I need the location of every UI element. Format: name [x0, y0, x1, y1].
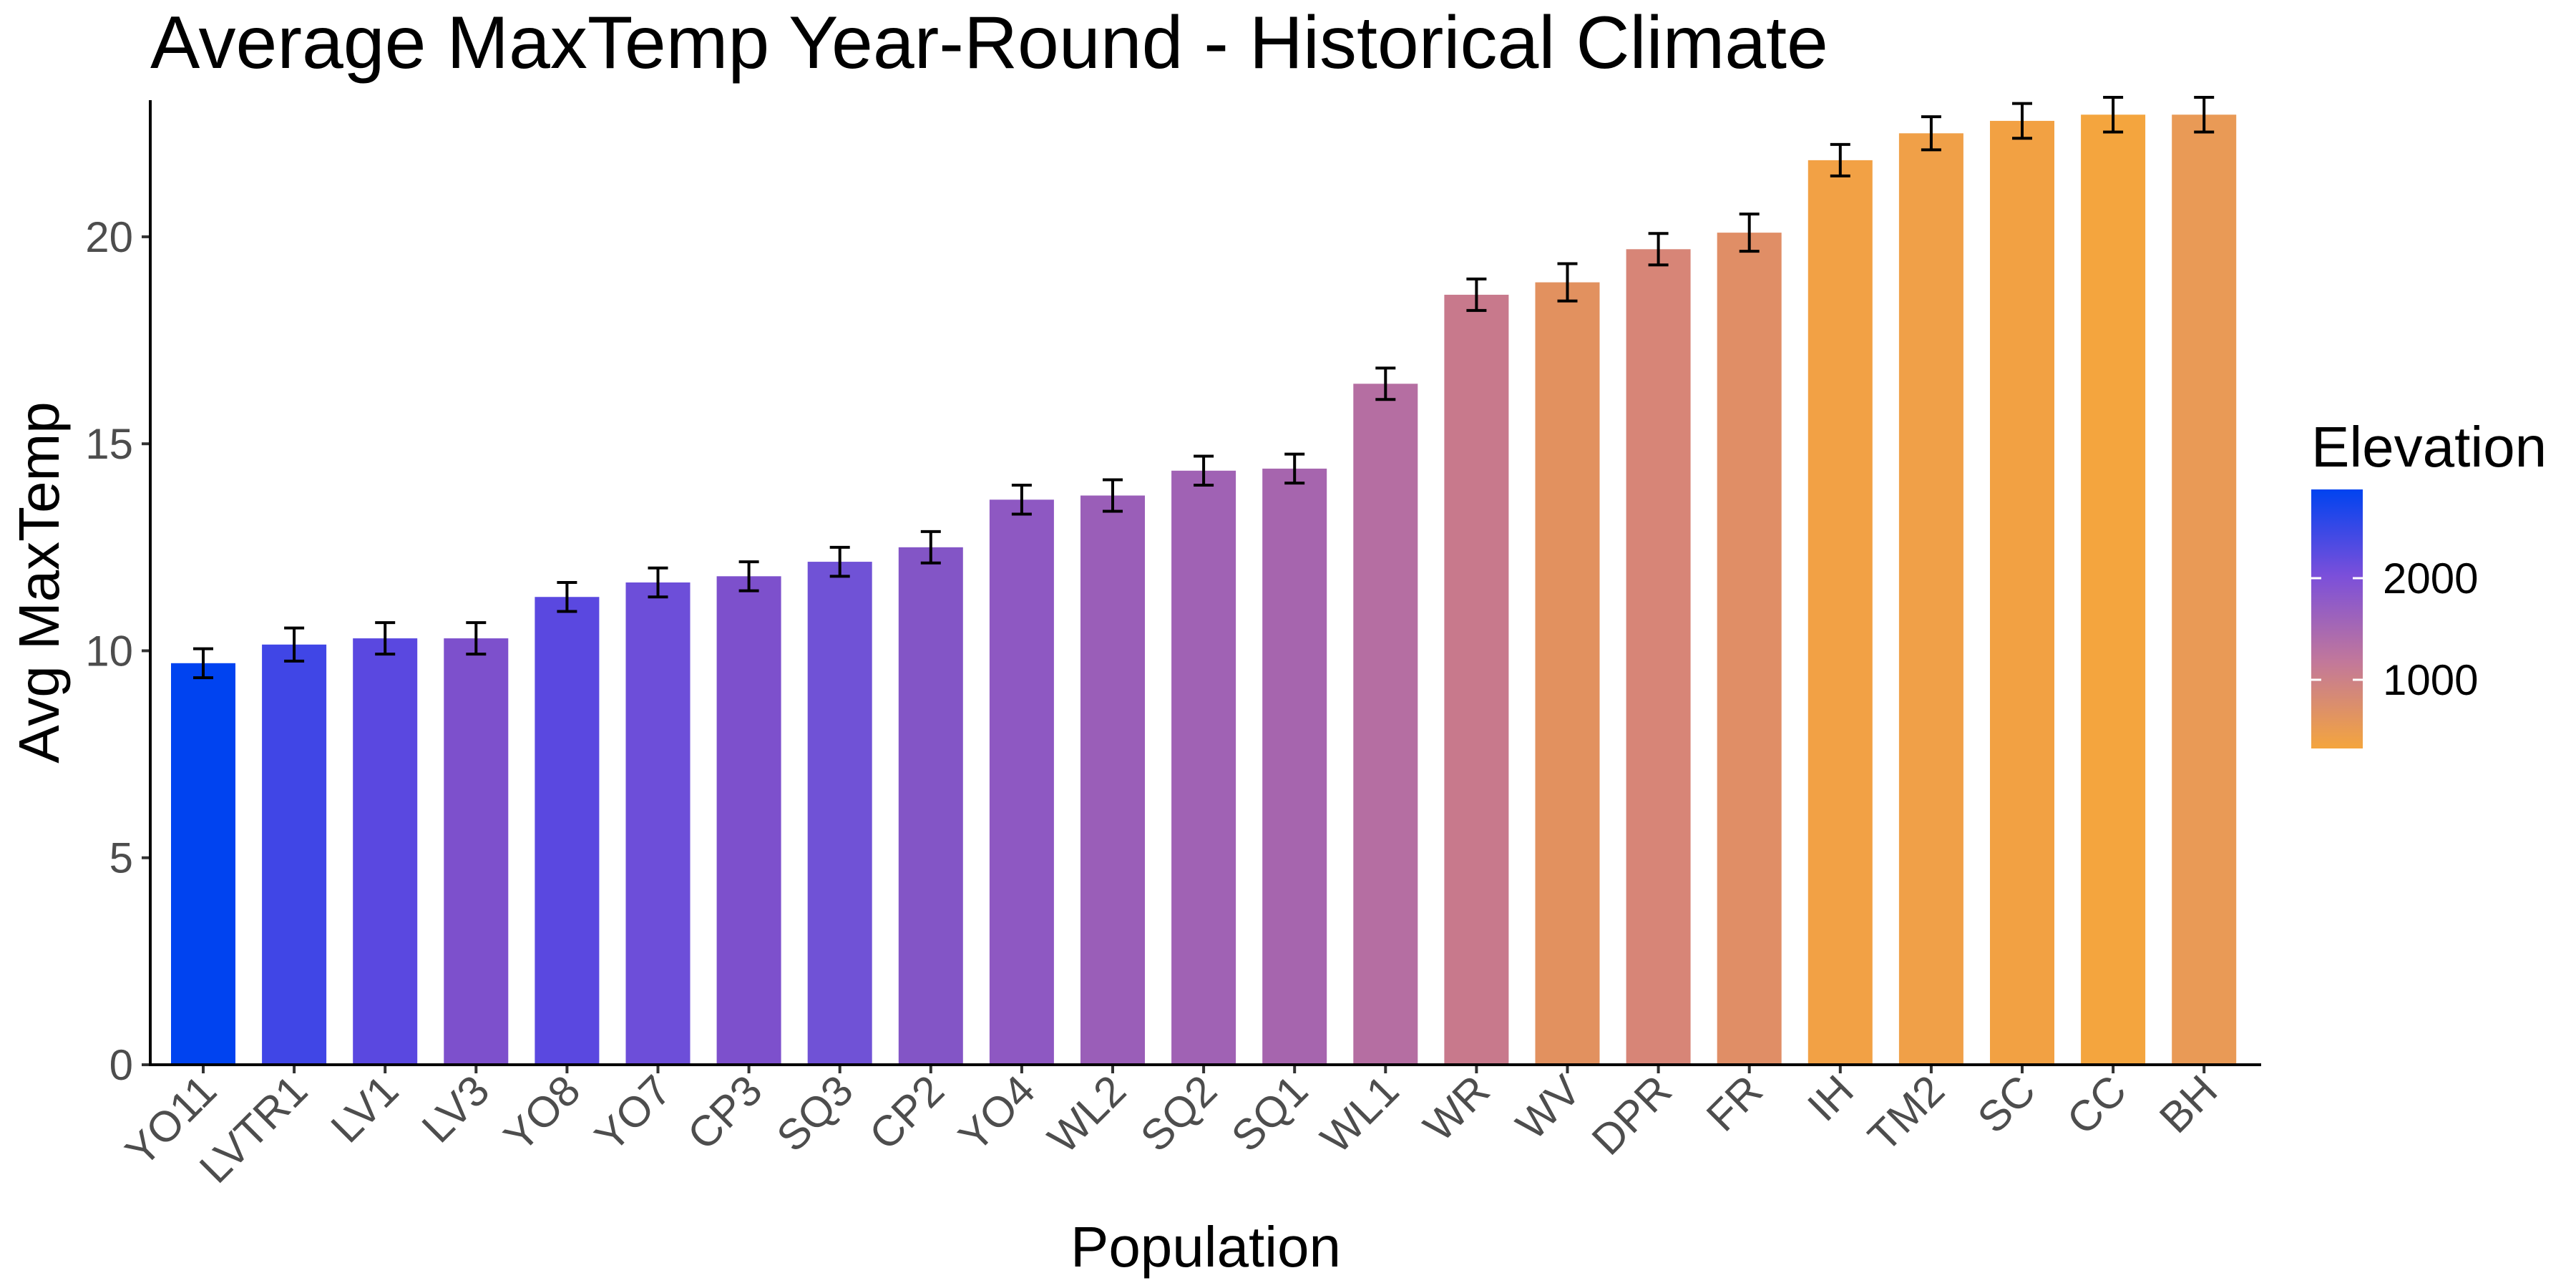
x-tick-label: CP3	[678, 1066, 771, 1159]
y-tick-label: 15	[85, 420, 133, 468]
bar	[444, 638, 509, 1065]
x-tick-label: LV1	[322, 1066, 408, 1152]
y-tick-label: 0	[109, 1041, 133, 1089]
x-tick-label: SQ1	[1222, 1066, 1317, 1161]
x-tick-label: TM2	[1859, 1066, 1953, 1161]
bar	[1535, 282, 1600, 1065]
bar	[1807, 160, 1873, 1065]
x-axis-title: Population	[1070, 1215, 1341, 1279]
x-tick-label: YO4	[950, 1066, 1044, 1161]
y-tick-label: 20	[85, 213, 133, 261]
bar	[262, 644, 327, 1065]
x-tick-label: WV	[1507, 1066, 1590, 1149]
legend-label: 1000	[2383, 656, 2478, 704]
x-tick-label: CC	[2058, 1066, 2136, 1144]
bar	[353, 638, 418, 1065]
y-tick-label: 5	[109, 834, 133, 882]
bar	[898, 547, 963, 1065]
chart-title: Average MaxTemp Year-Round - Historical …	[150, 1, 1828, 84]
x-tick-label: CP2	[860, 1066, 953, 1159]
x-tick-label: WR	[1415, 1066, 1499, 1151]
x-tick-label: YO7	[585, 1066, 680, 1161]
x-tick-label: BH	[2150, 1066, 2226, 1142]
x-tick-label: SC	[1968, 1066, 2044, 1142]
legend-colorbar	[2311, 489, 2363, 748]
x-tick-label: YO8	[494, 1066, 589, 1161]
bar	[1626, 249, 1691, 1065]
x-tick-label: WL1	[1312, 1066, 1408, 1163]
bar	[989, 499, 1054, 1065]
bar	[716, 576, 781, 1065]
bar	[2081, 114, 2146, 1065]
bar	[1898, 133, 1963, 1065]
bar	[1717, 233, 1782, 1065]
bar	[1262, 468, 1327, 1065]
bar	[1990, 120, 2054, 1065]
bar	[807, 562, 872, 1065]
bar	[1171, 470, 1236, 1065]
x-tick-label: DPR	[1583, 1066, 1681, 1164]
bar	[2172, 114, 2237, 1065]
x-tick-label: IH	[1798, 1066, 1863, 1131]
y-axis-title: Avg MaxTemp	[7, 401, 71, 763]
bar	[1080, 495, 1145, 1065]
x-tick-label: SQ2	[1131, 1066, 1226, 1161]
bar	[1353, 384, 1418, 1065]
y-tick-label: 10	[85, 627, 133, 675]
legend-label: 2000	[2383, 555, 2478, 602]
bar	[625, 582, 691, 1065]
bar	[171, 663, 235, 1065]
x-tick-label: SQ3	[768, 1066, 862, 1161]
x-tick-label: LV3	[413, 1066, 499, 1152]
legend-title: Elevation	[2311, 415, 2547, 479]
bar	[535, 597, 600, 1065]
x-tick-label: WL2	[1039, 1066, 1136, 1163]
bar	[1444, 294, 1509, 1065]
legend: Elevation 2000 1000	[2311, 415, 2547, 748]
x-tick-label: FR	[1697, 1066, 1772, 1141]
